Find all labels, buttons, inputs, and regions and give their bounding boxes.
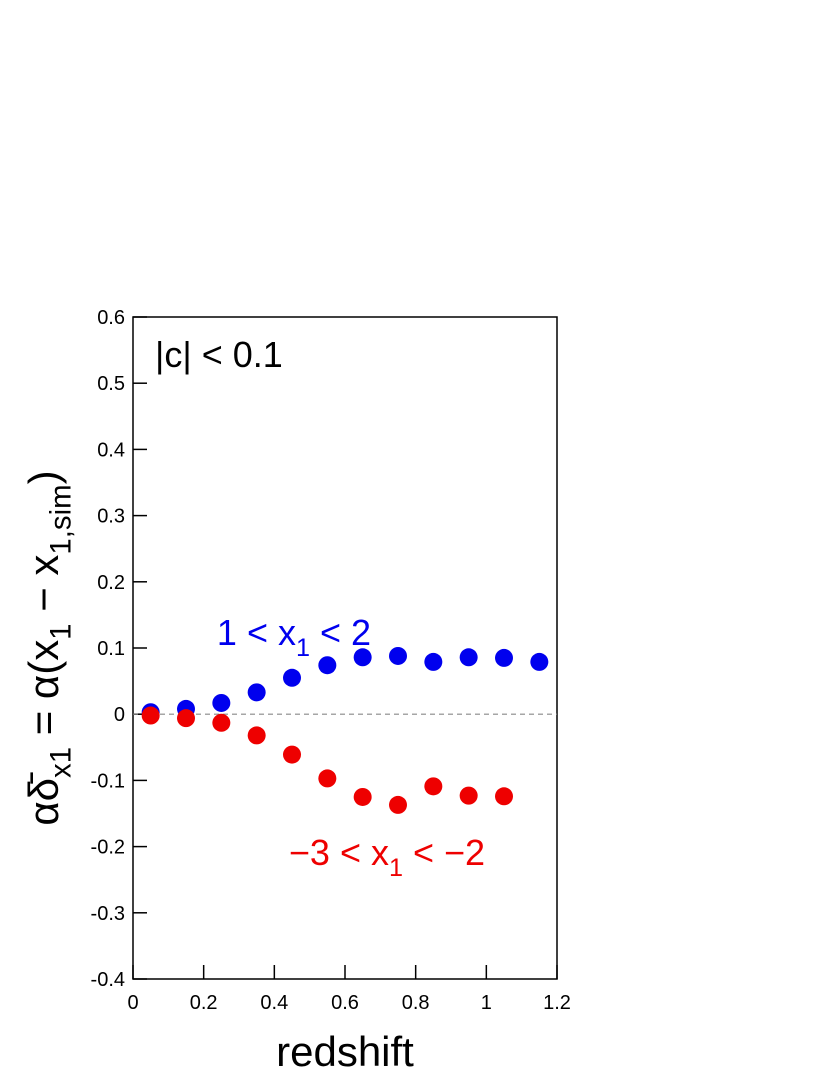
data-point	[283, 745, 301, 764]
y-tick-label: -0.4	[91, 969, 125, 991]
x-tick-label: 0.4	[260, 992, 288, 1014]
subscript: 1	[296, 634, 310, 662]
data-point	[389, 646, 407, 665]
subscript: x1	[45, 747, 78, 778]
y-axis-label: αδ̄x1 = α(x1 − x1,sim)	[20, 470, 78, 825]
data-point	[212, 713, 231, 732]
data-point	[353, 648, 372, 667]
data-point	[318, 769, 337, 788]
data-point	[247, 726, 266, 745]
text-part: − x	[20, 555, 67, 624]
data-point	[283, 668, 301, 687]
y-tick-label: -0.3	[91, 903, 125, 925]
data-point	[459, 648, 478, 667]
y-tick-label: 0.3	[97, 506, 125, 528]
annotation: |c| < 0.1	[155, 334, 283, 375]
y-tick-label: 0.6	[97, 307, 125, 329]
data-point	[424, 777, 443, 796]
data-point	[141, 706, 160, 725]
y-tick-label: 0	[114, 704, 125, 726]
text-part: < 2	[310, 612, 371, 653]
y-tick-label: -0.2	[91, 837, 125, 859]
subscript: 1	[45, 623, 78, 639]
text-part: = α(x	[20, 640, 67, 747]
data-point	[353, 787, 372, 806]
text-part: < −2	[403, 832, 485, 873]
data-point	[247, 683, 266, 702]
text-part: )	[20, 470, 67, 484]
x-axis-label: redshift	[276, 1028, 414, 1075]
data-point	[495, 787, 513, 806]
x-tick-label: 0.8	[402, 992, 430, 1014]
data-point	[459, 786, 478, 805]
data-point	[212, 693, 231, 712]
data-point	[177, 709, 195, 728]
x-tick-label: 0.2	[190, 992, 218, 1014]
y-tick-label: 0.4	[97, 439, 125, 461]
data-point	[495, 648, 513, 667]
x-tick-label: 1	[481, 992, 492, 1014]
text-part: αδ̄	[20, 772, 67, 826]
data-point	[424, 652, 443, 671]
text-part: −3 < x	[289, 832, 389, 873]
subscript: 1	[389, 854, 403, 882]
data-point	[389, 795, 407, 814]
x-tick-label: 0.6	[331, 992, 359, 1014]
x-tick-label: 1.2	[543, 992, 571, 1014]
annotation: 1 < x1 < 2	[217, 612, 371, 662]
data-point	[530, 652, 549, 671]
y-tick-label: -0.1	[91, 770, 125, 792]
x-tick-label: 0	[127, 992, 138, 1014]
text-part: |c| < 0.1	[155, 334, 283, 375]
y-tick-label: 0.1	[97, 638, 125, 660]
y-tick-label: 0.5	[97, 373, 125, 395]
subscript: 1,sim	[45, 484, 78, 554]
y-tick-label: 0.2	[97, 572, 125, 594]
data-point	[318, 656, 337, 675]
text-part: 1 < x	[217, 612, 296, 653]
annotation: −3 < x1 < −2	[289, 832, 485, 882]
